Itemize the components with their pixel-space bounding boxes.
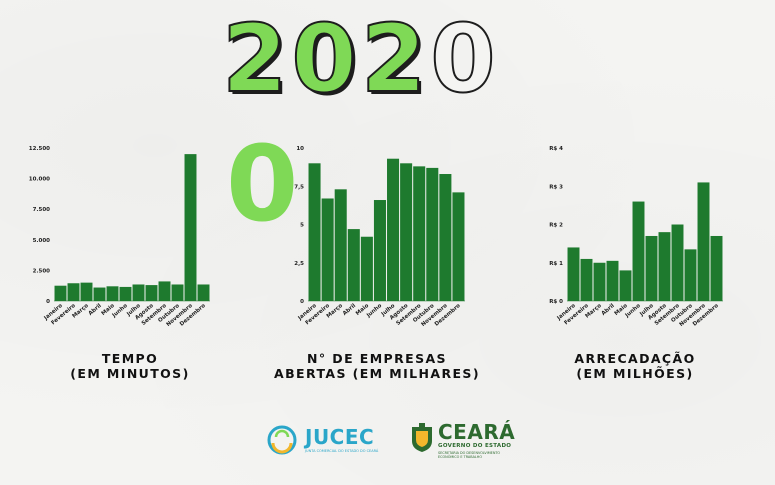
tempo-bar	[106, 286, 119, 301]
tempo-ytick-label: 5.000	[33, 238, 51, 244]
jucec-mark-icon	[267, 425, 297, 455]
arrecadacao-bar	[710, 235, 723, 301]
empresas-bar	[321, 198, 334, 301]
tempo-bar	[145, 285, 158, 301]
empresas-bar	[387, 158, 400, 301]
tempo-bar	[54, 285, 67, 301]
arrecadacao-bar	[580, 258, 593, 301]
tempo-bar	[67, 283, 80, 301]
arrecadacao-bar	[671, 224, 684, 301]
chart-title-empresas: N° DE EMPRESAS ABERTAS (EM MILHARES)	[262, 351, 492, 381]
empresas-xtick-label: Abril	[342, 303, 357, 317]
jucec-wordmark: JUCEC	[305, 425, 375, 449]
chart-title-empresas-line1: N° DE EMPRESAS	[307, 351, 447, 366]
empresas-ytick-label: 0	[300, 299, 304, 305]
empresas-bar	[426, 167, 439, 301]
tempo-bar	[171, 284, 184, 301]
tempo-bar	[80, 282, 93, 301]
empresas-bar	[308, 163, 321, 301]
year-digit-3: 2	[360, 5, 427, 114]
arrecadacao-bar	[632, 201, 645, 301]
tempo-bar	[158, 281, 171, 301]
empresas-bar	[413, 166, 426, 301]
empresas-ytick-label: 10	[296, 146, 304, 152]
tempo-ytick-label: 10.000	[29, 177, 50, 183]
ceara-logo: CEARÁ GOVERNO DO ESTADO SECRETARIA DO DE…	[410, 420, 525, 460]
arrecadacao-bar	[619, 270, 632, 301]
arrecadacao-bar	[645, 235, 658, 301]
chart-title-tempo-line2: (EM MINUTOS)	[70, 366, 190, 381]
year-digit-1: 2	[221, 5, 288, 114]
chart-title-tempo-line1: TEMPO	[101, 351, 159, 366]
empresas-bar	[334, 189, 347, 301]
tempo-ytick-label: 0	[46, 299, 50, 305]
empresas-bar	[452, 192, 465, 301]
empresas-bar	[439, 174, 452, 301]
tempo-ytick-label: 12.500	[29, 146, 50, 152]
arrecadacao-ytick-label: R$ 0	[549, 299, 563, 305]
arrecadacao-ytick-label: R$ 1	[549, 261, 563, 267]
empresas-bar	[347, 229, 360, 301]
tempo-bar	[93, 287, 106, 301]
decorative-zero: 0	[226, 123, 299, 245]
tempo-bar	[132, 284, 145, 301]
arrecadacao-bar	[658, 232, 671, 301]
jucec-subtitle: JUNTA COMERCIAL DO ESTADO DO CEARÁ	[305, 449, 379, 453]
ceara-secretariat-line1: SECRETARIA DO DESENVOLVIMENTO	[438, 451, 501, 455]
tempo-ytick-label: 2.500	[33, 268, 51, 274]
empresas-bar	[400, 163, 413, 301]
arrecadacao-bar	[684, 249, 697, 301]
ceara-secretariat-line2: ECONÔMICO E TRABALHO	[438, 455, 483, 459]
empresas-bar	[373, 200, 386, 301]
tempo-ytick-label: 7.500	[33, 207, 51, 213]
jucec-logo: JUCEC JUNTA COMERCIAL DO ESTADO DO CEARÁ	[267, 422, 397, 458]
empresas-bar	[360, 236, 373, 301]
year-digit-4: 0	[429, 5, 496, 114]
arrecadacao-bar	[593, 262, 606, 301]
arrecadacao-xtick-label: Abril	[601, 303, 616, 317]
arrecadacao-ytick-label: R$ 3	[549, 184, 563, 190]
ceara-secretariat: SECRETARIA DO DESENVOLVIMENTO ECONÔMICO …	[438, 451, 500, 459]
arrecadacao-bar	[606, 260, 619, 301]
chart-title-arrecadacao-line2: (EM MILHÕES)	[576, 366, 694, 381]
year-digit-2: 0	[290, 5, 357, 114]
footer-logos: JUCEC JUNTA COMERCIAL DO ESTADO DO CEARÁ…	[265, 420, 525, 460]
empresas-ytick-label: 5	[300, 223, 304, 229]
tempo-bar	[184, 154, 197, 301]
ceara-crest-icon	[412, 423, 432, 452]
chart-title-arrecadacao-line1: ARRECADAÇÃO	[574, 351, 696, 366]
arrecadacao-bar	[567, 247, 580, 301]
arrecadacao-bar	[697, 182, 710, 301]
arrecadacao-ytick-label: R$ 2	[549, 223, 563, 229]
chart-title-arrecadacao: ARRECADAÇÃO (EM MILHÕES)	[545, 351, 725, 381]
tempo-bar	[197, 284, 210, 301]
ceara-government: GOVERNO DO ESTADO	[438, 443, 512, 449]
chart-title-tempo: TEMPO (EM MINUTOS)	[40, 351, 220, 381]
empresas-ytick-label: 2,5	[294, 261, 304, 267]
arrecadacao-ytick-label: R$ 4	[549, 146, 563, 152]
tempo-bar	[119, 286, 132, 301]
empresas-ytick-label: 7,5	[294, 184, 304, 190]
tempo-xtick-label: Abril	[88, 303, 103, 317]
year-heading: 2 0 2 0	[221, 5, 562, 114]
chart-title-empresas-line2: ABERTAS (EM MILHARES)	[274, 366, 480, 381]
ceara-wordmark: CEARÁ	[438, 420, 516, 444]
